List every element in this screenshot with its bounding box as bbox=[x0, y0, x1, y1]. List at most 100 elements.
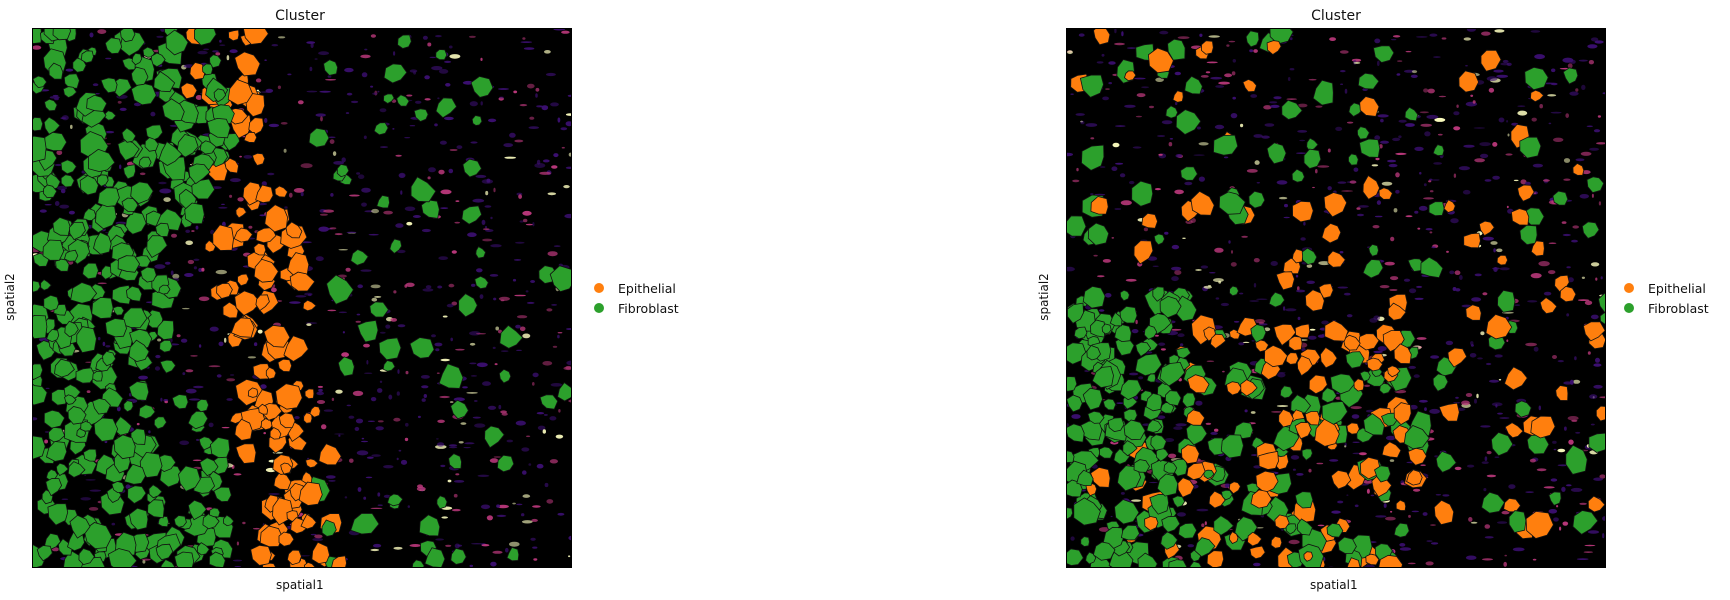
signal-speck bbox=[1422, 512, 1428, 516]
signal-speck bbox=[358, 174, 365, 179]
signal-speck bbox=[1575, 158, 1585, 162]
epithelial-cell bbox=[1124, 70, 1137, 82]
signal-speck bbox=[88, 507, 99, 511]
epithelial-cell bbox=[275, 383, 303, 410]
signal-speck bbox=[1090, 137, 1095, 140]
signal-speck bbox=[1482, 236, 1494, 241]
fibroblast-cell bbox=[33, 435, 46, 460]
signal-speck bbox=[1075, 113, 1085, 116]
fibroblast-cell bbox=[1428, 201, 1445, 217]
signal-speck bbox=[1110, 515, 1113, 518]
signal-speck bbox=[429, 56, 437, 59]
signal-speck bbox=[86, 390, 91, 393]
signal-speck bbox=[85, 479, 96, 481]
signal-speck bbox=[521, 520, 533, 524]
signal-speck bbox=[1309, 328, 1316, 331]
signal-speck bbox=[1168, 142, 1173, 147]
signal-speck bbox=[516, 503, 523, 506]
signal-speck bbox=[1566, 313, 1570, 317]
fibroblast-cell bbox=[55, 258, 70, 272]
signal-speck bbox=[514, 294, 526, 297]
signal-speck bbox=[467, 232, 477, 237]
signal-speck bbox=[440, 358, 450, 362]
fibroblast-cell bbox=[484, 425, 505, 449]
signal-speck bbox=[1543, 291, 1552, 296]
signal-speck bbox=[334, 233, 343, 236]
fibroblast-cell bbox=[47, 503, 69, 526]
signal-speck bbox=[503, 143, 513, 148]
fibroblast-cell bbox=[350, 512, 380, 535]
signal-speck bbox=[1553, 448, 1557, 451]
signal-speck bbox=[1456, 104, 1459, 108]
epithelial-cell bbox=[1206, 550, 1225, 567]
epithelial-cell bbox=[1242, 78, 1257, 93]
signal-speck bbox=[449, 401, 454, 403]
signal-speck bbox=[481, 179, 494, 184]
signal-speck bbox=[1143, 227, 1148, 232]
signal-speck bbox=[513, 90, 518, 94]
signal-speck bbox=[1569, 379, 1574, 385]
signal-speck bbox=[1494, 354, 1503, 358]
signal-speck bbox=[318, 388, 323, 392]
signal-speck bbox=[105, 130, 115, 134]
fibroblast-cell bbox=[188, 163, 211, 185]
signal-speck bbox=[1581, 84, 1586, 90]
signal-speck bbox=[1315, 105, 1323, 108]
epithelial-cell bbox=[1530, 240, 1545, 257]
fibroblast-cell bbox=[1403, 425, 1430, 450]
signal-speck bbox=[1399, 543, 1406, 547]
fibroblast-cell bbox=[92, 370, 103, 382]
fibroblast-cell bbox=[1268, 291, 1285, 308]
fibroblast-cell bbox=[461, 205, 483, 225]
signal-speck bbox=[1596, 142, 1605, 145]
signal-speck bbox=[242, 521, 246, 525]
signal-speck bbox=[417, 484, 423, 489]
signal-speck bbox=[1289, 68, 1295, 71]
signal-speck bbox=[1499, 267, 1510, 271]
signal-speck bbox=[1571, 239, 1578, 243]
fibroblast-cell bbox=[458, 293, 478, 318]
fibroblast-cell bbox=[33, 75, 48, 89]
signal-speck bbox=[1374, 215, 1383, 218]
fibroblast-cell bbox=[1120, 524, 1140, 541]
fibroblast-cell bbox=[62, 86, 78, 99]
epithelial-cell bbox=[1346, 422, 1360, 435]
signal-speck bbox=[185, 369, 194, 373]
signal-speck bbox=[1387, 159, 1397, 163]
signal-speck bbox=[472, 198, 485, 203]
signal-speck bbox=[493, 456, 501, 458]
signal-speck bbox=[1308, 468, 1312, 473]
signal-speck bbox=[361, 187, 371, 193]
signal-speck bbox=[45, 387, 50, 389]
signal-speck bbox=[196, 438, 200, 441]
signal-speck bbox=[388, 394, 393, 400]
signal-speck bbox=[495, 326, 500, 331]
fibroblast-cell bbox=[128, 507, 149, 531]
signal-speck bbox=[1164, 438, 1175, 442]
signal-speck bbox=[1315, 169, 1318, 174]
signal-speck bbox=[1559, 526, 1562, 531]
signal-speck bbox=[1543, 179, 1550, 182]
signal-speck bbox=[325, 475, 336, 479]
epithelial-cell bbox=[1172, 90, 1184, 103]
signal-speck bbox=[1533, 346, 1539, 352]
signal-speck bbox=[187, 259, 195, 265]
signal-speck bbox=[361, 202, 367, 207]
fibroblast-cell bbox=[138, 404, 156, 420]
epithelial-cell bbox=[1319, 346, 1338, 369]
signal-speck bbox=[252, 527, 261, 530]
signal-speck bbox=[370, 507, 383, 509]
signal-speck bbox=[550, 383, 563, 387]
signal-speck bbox=[1468, 517, 1473, 522]
signal-speck bbox=[371, 454, 381, 457]
epithelial-cell bbox=[1304, 289, 1325, 312]
fibroblast-cell bbox=[160, 558, 176, 567]
signal-speck bbox=[1598, 201, 1601, 206]
signal-speck bbox=[542, 159, 550, 163]
signal-speck bbox=[518, 194, 522, 199]
fibroblast-cell bbox=[119, 29, 136, 43]
signal-speck bbox=[1454, 466, 1462, 471]
fibroblast-cell bbox=[63, 73, 80, 89]
epithelial-cell bbox=[253, 242, 267, 256]
signal-speck bbox=[1557, 448, 1566, 453]
